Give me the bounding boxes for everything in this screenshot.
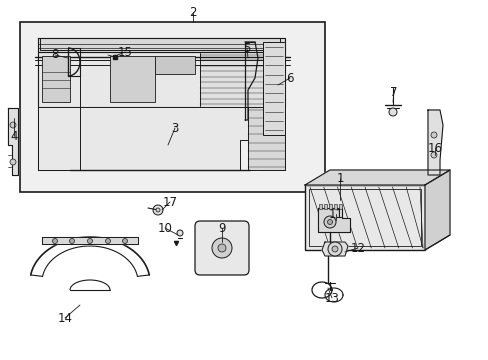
Bar	[200, 52, 285, 107]
Circle shape	[122, 238, 127, 243]
Circle shape	[87, 238, 92, 243]
Bar	[20, 22, 325, 192]
Bar	[247, 107, 285, 170]
Circle shape	[10, 122, 16, 128]
Text: 2: 2	[189, 5, 196, 18]
Text: 10: 10	[157, 221, 172, 234]
Text: 9: 9	[218, 221, 225, 234]
Circle shape	[69, 238, 74, 243]
Circle shape	[388, 108, 396, 116]
Polygon shape	[8, 108, 18, 175]
Bar	[318, 204, 321, 209]
Text: 15: 15	[117, 45, 132, 58]
Polygon shape	[38, 50, 80, 170]
Circle shape	[105, 238, 110, 243]
Polygon shape	[42, 237, 138, 244]
Text: 13: 13	[324, 292, 339, 305]
Polygon shape	[38, 38, 285, 52]
Text: 16: 16	[427, 141, 442, 154]
Polygon shape	[424, 170, 449, 250]
Text: 17: 17	[162, 195, 177, 208]
Circle shape	[212, 238, 231, 258]
Bar	[38, 52, 285, 107]
Circle shape	[156, 208, 160, 212]
Circle shape	[331, 246, 337, 252]
Polygon shape	[317, 208, 349, 232]
Bar	[42, 56, 70, 102]
Circle shape	[218, 244, 225, 252]
Bar	[155, 56, 195, 74]
Bar	[333, 204, 336, 209]
Text: 3: 3	[171, 122, 178, 135]
Text: 14: 14	[58, 311, 72, 324]
Text: 5: 5	[243, 41, 250, 54]
Text: 12: 12	[350, 242, 365, 255]
Circle shape	[177, 230, 183, 236]
Polygon shape	[305, 170, 449, 185]
Bar	[305, 185, 424, 250]
Text: 8: 8	[51, 49, 59, 62]
Text: 6: 6	[285, 72, 293, 85]
Bar	[110, 56, 155, 102]
Polygon shape	[40, 38, 280, 50]
Circle shape	[153, 205, 163, 215]
Circle shape	[430, 152, 436, 158]
Text: 1: 1	[336, 171, 343, 184]
Circle shape	[327, 242, 341, 256]
Text: 11: 11	[328, 207, 343, 220]
Polygon shape	[321, 242, 347, 256]
Bar	[263, 42, 285, 135]
Polygon shape	[427, 110, 442, 175]
Bar	[308, 189, 420, 246]
Circle shape	[324, 216, 335, 228]
Text: 7: 7	[389, 85, 397, 99]
Polygon shape	[38, 107, 285, 170]
Text: 4: 4	[10, 130, 18, 143]
Bar	[338, 204, 341, 209]
FancyBboxPatch shape	[195, 221, 248, 275]
Circle shape	[10, 159, 16, 165]
Bar	[328, 204, 331, 209]
Circle shape	[327, 220, 332, 225]
Bar	[323, 204, 326, 209]
Circle shape	[430, 132, 436, 138]
Circle shape	[52, 238, 58, 243]
